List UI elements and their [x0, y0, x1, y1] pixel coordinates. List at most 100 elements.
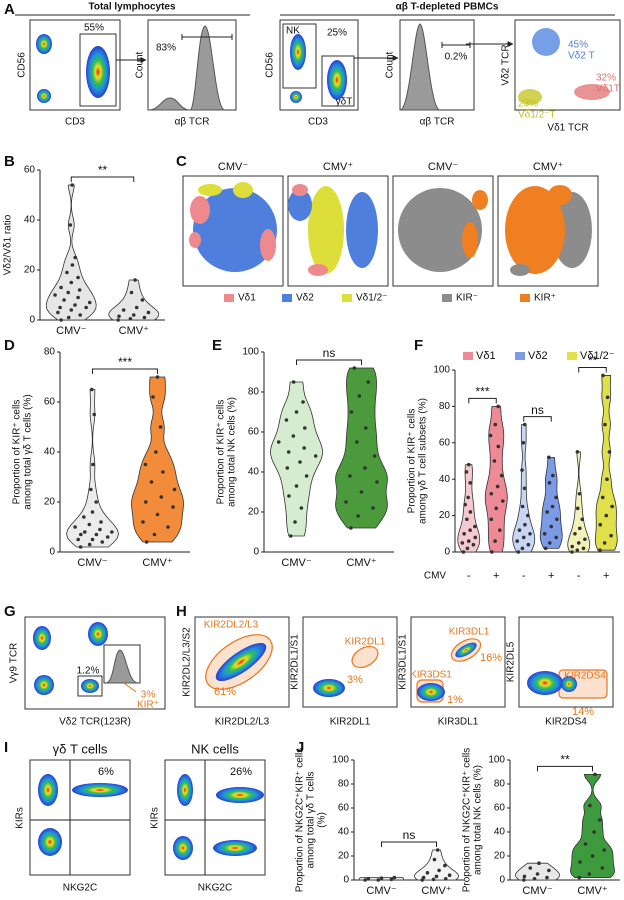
data-point [128, 316, 133, 321]
data-point [155, 512, 160, 517]
data-point [528, 532, 532, 536]
cell-cloud [518, 89, 542, 105]
data-point [389, 877, 394, 882]
data-point [499, 473, 504, 478]
data-point [94, 500, 98, 504]
data-point [489, 517, 494, 522]
data-point [287, 494, 291, 498]
gate [79, 33, 117, 107]
data-point [131, 313, 136, 317]
data-point [523, 522, 527, 527]
tsne-cluster [189, 232, 201, 248]
data-point [471, 542, 476, 547]
x-tick-label: + [603, 570, 609, 582]
frame [194, 616, 290, 708]
gate [441, 42, 471, 48]
data-point [547, 481, 552, 485]
data-point [588, 803, 592, 808]
significance-label: *** [475, 385, 489, 399]
legend-swatch [442, 294, 452, 302]
y-tick-label: 20 [338, 851, 350, 862]
data-point [520, 504, 525, 509]
data-point [473, 535, 478, 540]
data-point [496, 444, 501, 449]
y-tick-label: 0 [29, 315, 35, 326]
violin [484, 406, 508, 553]
cell-population [417, 683, 445, 701]
gate-name: KIR2DL2/L3 [204, 620, 259, 631]
data-point [66, 315, 71, 320]
legend-swatch [520, 294, 530, 302]
data-point [356, 514, 360, 518]
data-point [285, 466, 290, 470]
data-point [159, 495, 164, 499]
panel-letter: D [4, 337, 15, 354]
gate-name: KIR2DL1 [345, 637, 386, 648]
tsne-cluster [510, 264, 530, 276]
tsne-cluster [548, 185, 572, 205]
population-percent: 45% [568, 40, 588, 51]
y-tick-label: 100 [242, 347, 259, 358]
data-point [607, 450, 612, 454]
panel-letter: B [4, 153, 15, 170]
data-point [461, 550, 466, 554]
data-point [284, 418, 289, 422]
data-point [379, 876, 384, 880]
cell-population [81, 679, 99, 693]
significance-label: ns [403, 828, 416, 842]
quadrant-percent: 26% [230, 766, 252, 778]
data-point [87, 542, 92, 547]
x-tick-label: CMV⁻ [56, 325, 86, 337]
y-tick-label: 100 [433, 365, 450, 376]
data-point [78, 313, 82, 317]
data-point [99, 520, 103, 524]
population-percent: 23% [518, 99, 538, 110]
data-point [313, 454, 318, 458]
significance-label: ns [323, 346, 336, 360]
frame [147, 19, 237, 111]
plot-title: γδ T cells [53, 741, 108, 756]
frame [410, 616, 506, 708]
data-point [146, 310, 151, 315]
data-point [149, 480, 154, 484]
data-point [62, 298, 66, 302]
data-point [464, 470, 469, 474]
y-axis-label: among total γδ T cells [306, 771, 317, 868]
data-point [603, 422, 607, 427]
population-percent: 32% [596, 73, 616, 84]
significance-bracket [537, 765, 593, 772]
y-tick-label: 60 [439, 437, 451, 448]
data-point [468, 510, 473, 514]
data-point [432, 857, 437, 862]
cell-population [38, 774, 58, 806]
data-point [69, 308, 74, 312]
data-point [602, 541, 607, 545]
tsne-cluster [288, 189, 312, 221]
violin [131, 376, 184, 543]
x-axis-label: CD3 [308, 117, 328, 128]
y-tick-label: 60 [494, 803, 506, 814]
gate-label: γδT [336, 97, 353, 108]
data-point [554, 535, 558, 540]
data-point [82, 530, 87, 534]
gate-percent: 1% [447, 694, 463, 706]
tsne-cluster [233, 182, 253, 198]
panel-letter: C [176, 153, 187, 170]
data-point [92, 412, 97, 417]
data-point [363, 878, 368, 882]
cell-population [455, 642, 477, 658]
data-point [497, 528, 502, 532]
data-point [526, 513, 530, 518]
frame [518, 616, 614, 708]
tsne-cluster [308, 264, 328, 276]
tsne-cluster [193, 188, 277, 272]
cell-population [527, 671, 563, 695]
population-name: Vδ1/2⁻T [518, 110, 556, 121]
data-point [468, 528, 472, 532]
data-point [344, 500, 348, 504]
x-axis-label: Vδ2 TCR(123R) [59, 717, 131, 728]
histogram [147, 25, 226, 111]
panel-letter: E [212, 337, 222, 354]
cell-population [177, 774, 193, 806]
data-point [77, 288, 82, 292]
